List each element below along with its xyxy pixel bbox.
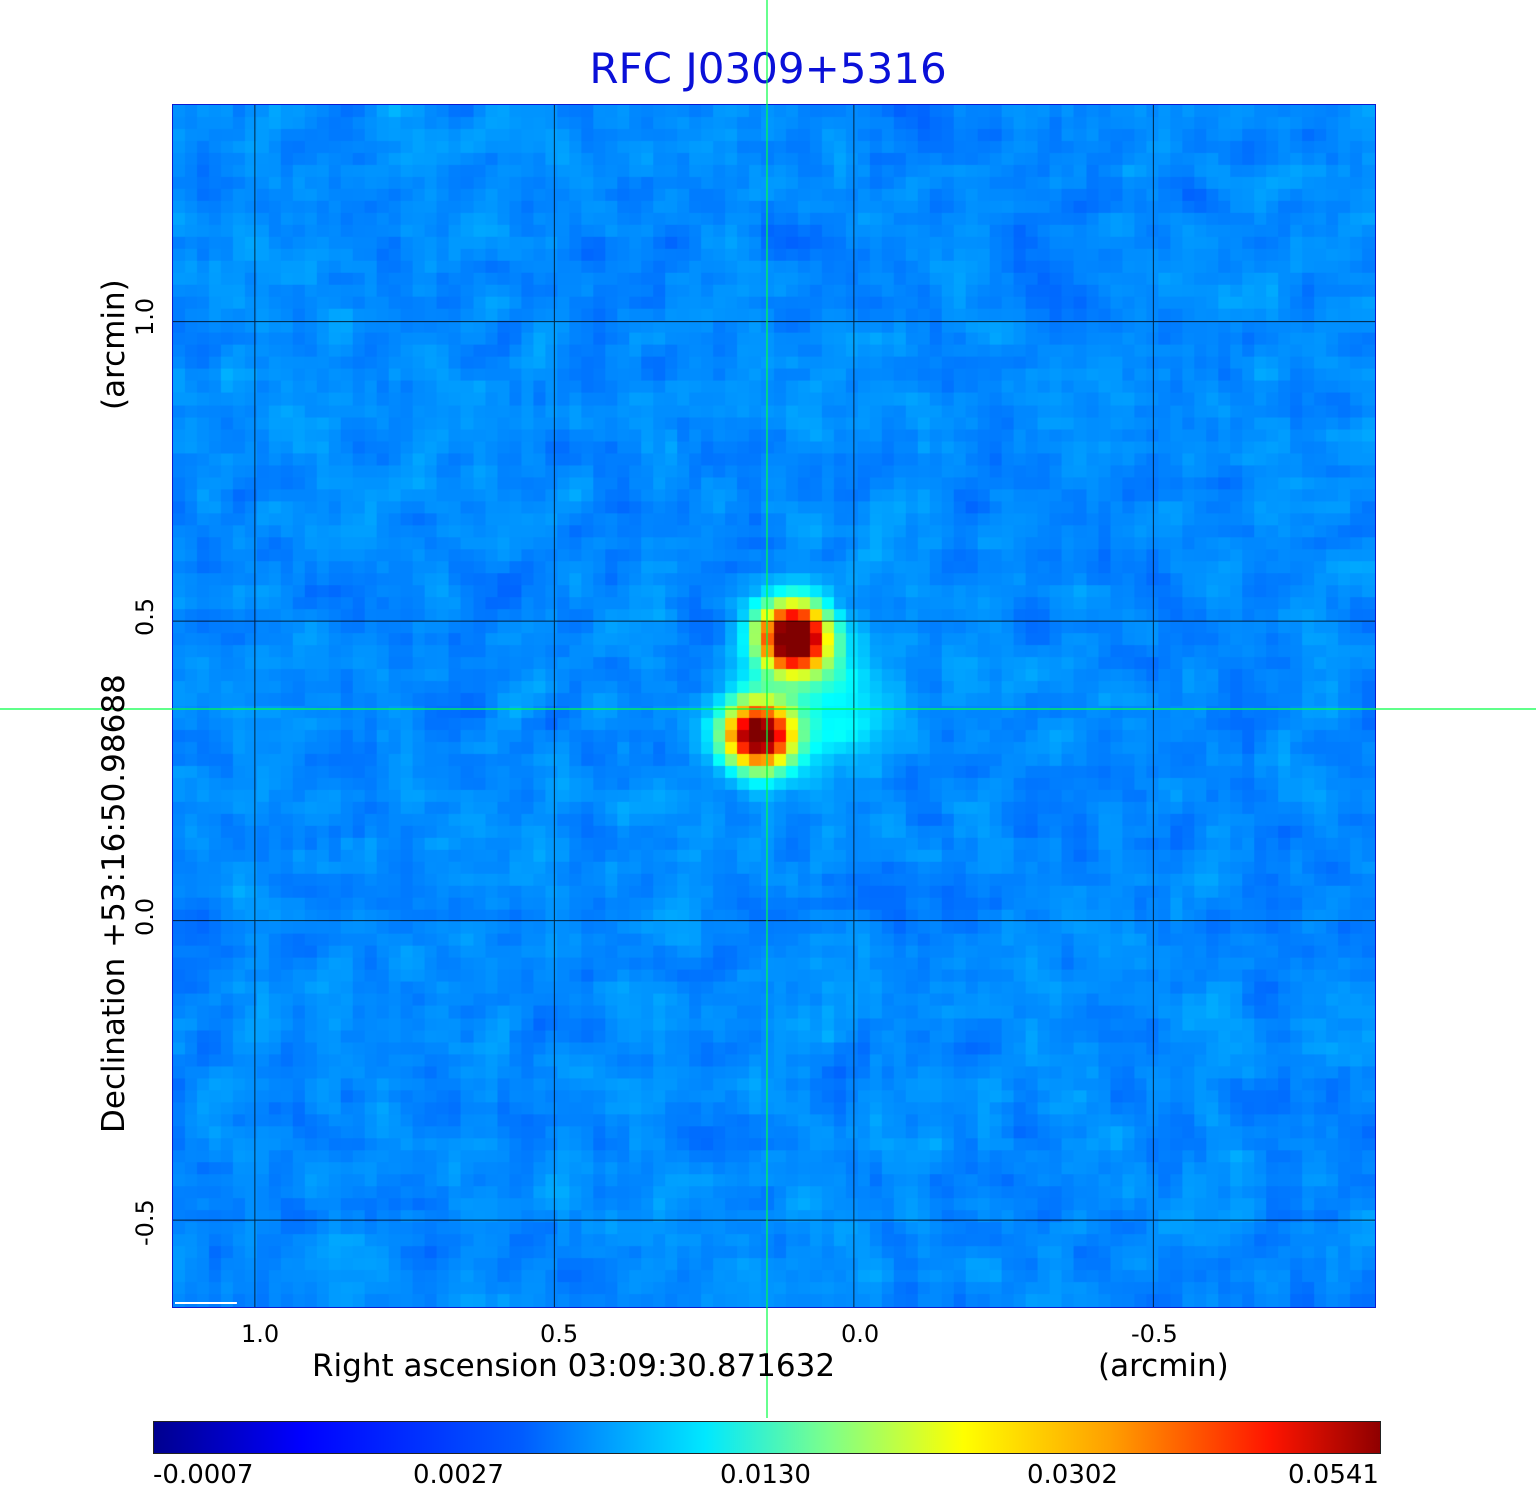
colorbar bbox=[153, 1421, 1381, 1454]
x-tick-label: 0.0 bbox=[841, 1320, 880, 1348]
y-axis-label: Declination +53:16:50.98688 bbox=[96, 674, 132, 1133]
x-tick-label: 0.5 bbox=[540, 1320, 579, 1348]
y-tick-label: 1.0 bbox=[131, 297, 159, 336]
plot-title: RFC J0309+5316 bbox=[589, 44, 947, 93]
x-axis-label: Right ascension 03:09:30.871632 bbox=[312, 1348, 836, 1384]
x-tick-label: -0.5 bbox=[1131, 1320, 1178, 1348]
y-axis-unit: (arcmin) bbox=[96, 279, 132, 410]
coordinate-grid bbox=[173, 105, 1375, 1307]
colorbar-label: 0.0130 bbox=[720, 1460, 811, 1490]
y-tick-label: 0.5 bbox=[131, 597, 159, 636]
colorbar-label: 0.0302 bbox=[1027, 1460, 1118, 1490]
colorbar-label: -0.0007 bbox=[153, 1460, 254, 1490]
intensity-map bbox=[173, 105, 1375, 1307]
y-tick-label: 0.0 bbox=[131, 897, 159, 936]
radio-image-map[interactable] bbox=[172, 104, 1376, 1308]
colorbar-label: 0.0541 bbox=[1288, 1460, 1379, 1490]
x-tick-label: 1.0 bbox=[241, 1320, 280, 1348]
x-axis-unit: (arcmin) bbox=[1098, 1348, 1229, 1384]
colorbar-label: 0.0027 bbox=[413, 1460, 504, 1490]
y-tick-label: -0.5 bbox=[131, 1199, 159, 1246]
